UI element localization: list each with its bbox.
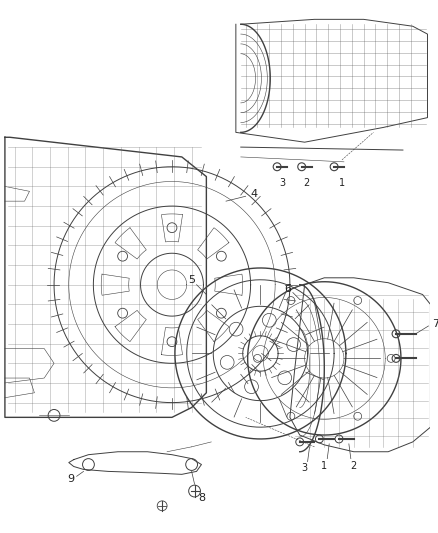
- Text: 1: 1: [321, 461, 327, 471]
- Text: 5: 5: [188, 275, 195, 285]
- Text: 3: 3: [279, 179, 285, 189]
- Text: 1: 1: [339, 179, 345, 189]
- Text: 8: 8: [198, 493, 205, 503]
- Text: 4: 4: [251, 189, 258, 199]
- Text: 6: 6: [284, 284, 291, 294]
- Text: 7: 7: [432, 319, 438, 329]
- Text: 3: 3: [302, 464, 308, 473]
- Text: 2: 2: [351, 461, 357, 471]
- Text: 9: 9: [67, 474, 74, 484]
- Text: 2: 2: [304, 179, 310, 189]
